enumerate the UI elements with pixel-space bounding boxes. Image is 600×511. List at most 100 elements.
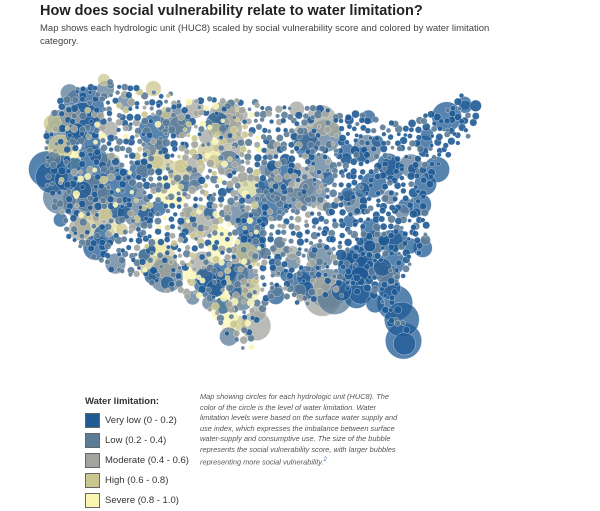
huc-bubble [108,147,114,153]
huc-bubble [403,154,409,160]
huc-bubble [386,179,394,186]
huc-bubble [297,246,302,252]
huc-bubble [239,145,247,153]
bubble-map [28,73,482,360]
huc-bubble [387,277,395,285]
huc-bubble [298,153,303,159]
huc-bubble [63,159,70,166]
huc-bubble [214,183,220,189]
huc-bubble [395,259,402,266]
huc-bubble [122,138,130,145]
huc-bubble [420,194,427,200]
huc-bubble [272,182,279,190]
huc-bubble [413,172,421,180]
huc-bubble [445,151,452,158]
huc-bubble [170,239,178,247]
huc-bubble [63,226,70,232]
legend-item: Moderate (0.4 - 0.6) [85,450,189,470]
huc-bubble [308,240,314,246]
huc-bubble [408,126,415,133]
huc-bubble [107,195,115,203]
huc-bubble [315,265,321,271]
huc-bubble [403,132,408,138]
huc-bubble [209,196,216,203]
huc-bubble [218,135,224,140]
huc-bubble [119,168,128,177]
huc-bubble [269,193,276,200]
huc-bubble [253,118,259,124]
huc-bubble [90,253,97,260]
huc-bubble [176,154,182,159]
huc-bubble [333,133,339,139]
huc-bubble [388,317,395,324]
huc-bubble [266,134,273,141]
huc-bubble [113,135,119,141]
huc-bubble [363,117,372,125]
huc-bubble [219,225,225,232]
huc-bubble [231,145,236,151]
huc-bubble [197,131,202,137]
huc-bubble [303,247,309,253]
huc-bubble [382,292,388,298]
huc-bubble [170,179,177,186]
huc-bubble [185,165,193,173]
huc-bubble [233,329,241,337]
huc-bubble [288,222,296,231]
huc-bubble [163,203,169,209]
huc-bubble [108,92,114,98]
huc-bubble [429,143,434,148]
huc-bubble [163,99,169,104]
huc-bubble [296,127,305,135]
huc-bubble [211,294,216,300]
huc-bubble [399,175,405,181]
huc-bubble [331,221,340,229]
huc-bubble [191,244,199,252]
huc-bubble [343,167,348,173]
huc-bubble [44,145,49,151]
huc-bubble [301,253,307,259]
huc-bubble [237,164,246,173]
huc-bubble [171,145,178,153]
huc-bubble [414,126,423,134]
huc-bubble [167,125,176,134]
huc-bubble [407,155,413,160]
huc-bubble [444,107,451,113]
huc-bubble [368,168,375,175]
huc-bubble [424,153,430,158]
huc-bubble [168,202,176,210]
huc-bubble [374,252,381,260]
huc-bubble [287,167,295,175]
huc-bubble [402,265,410,273]
huc-bubble [407,218,412,223]
huc-bubble [62,217,69,224]
huc-bubble [304,166,310,172]
huc-bubble [94,91,101,98]
huc-bubble [73,194,79,200]
huc-bubble [157,149,164,155]
huc-bubble [240,326,248,334]
huc-bubble [148,118,154,124]
huc-bubble [59,209,65,215]
huc-bubble [346,229,353,236]
huc-bubble [338,217,345,224]
huc-bubble [396,145,403,152]
huc-bubble [191,266,198,272]
huc-bubble [115,197,123,204]
huc-bubble [280,145,288,152]
huc-bubble [135,226,142,233]
huc-bubble [120,235,128,243]
huc-bubble [239,335,248,345]
huc-bubble [73,230,78,236]
huc-bubble [226,172,233,179]
huc-bubble [139,229,147,237]
huc-bubble [129,134,135,141]
footnote-link[interactable]: 2 [323,457,327,463]
huc-bubble [234,217,242,224]
huc-bubble [353,151,360,159]
huc-bubble [127,106,133,112]
huc-bubble [304,238,309,243]
huc-bubble [125,244,132,251]
huc-bubble [240,217,248,224]
huc-bubble [400,273,406,279]
huc-bubble [185,121,192,127]
